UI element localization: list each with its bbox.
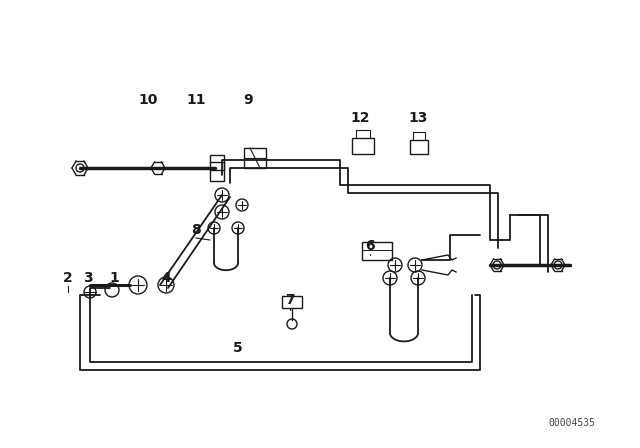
Bar <box>352 138 374 154</box>
Text: 2: 2 <box>63 271 73 285</box>
Bar <box>210 155 224 181</box>
Text: 4: 4 <box>161 271 171 285</box>
Text: 7: 7 <box>285 293 295 307</box>
Text: 1: 1 <box>109 271 119 285</box>
Text: 13: 13 <box>408 111 428 125</box>
Text: 11: 11 <box>186 93 205 107</box>
Bar <box>244 148 266 168</box>
Bar <box>282 296 302 308</box>
Text: 12: 12 <box>350 111 370 125</box>
Text: 00004535: 00004535 <box>548 418 595 428</box>
Text: 6: 6 <box>365 239 375 253</box>
Bar <box>410 140 428 154</box>
Text: 3: 3 <box>83 271 93 285</box>
Text: 8: 8 <box>191 223 201 237</box>
Text: 5: 5 <box>233 341 243 355</box>
Bar <box>362 242 392 260</box>
Text: 10: 10 <box>138 93 157 107</box>
Text: 9: 9 <box>243 93 253 107</box>
